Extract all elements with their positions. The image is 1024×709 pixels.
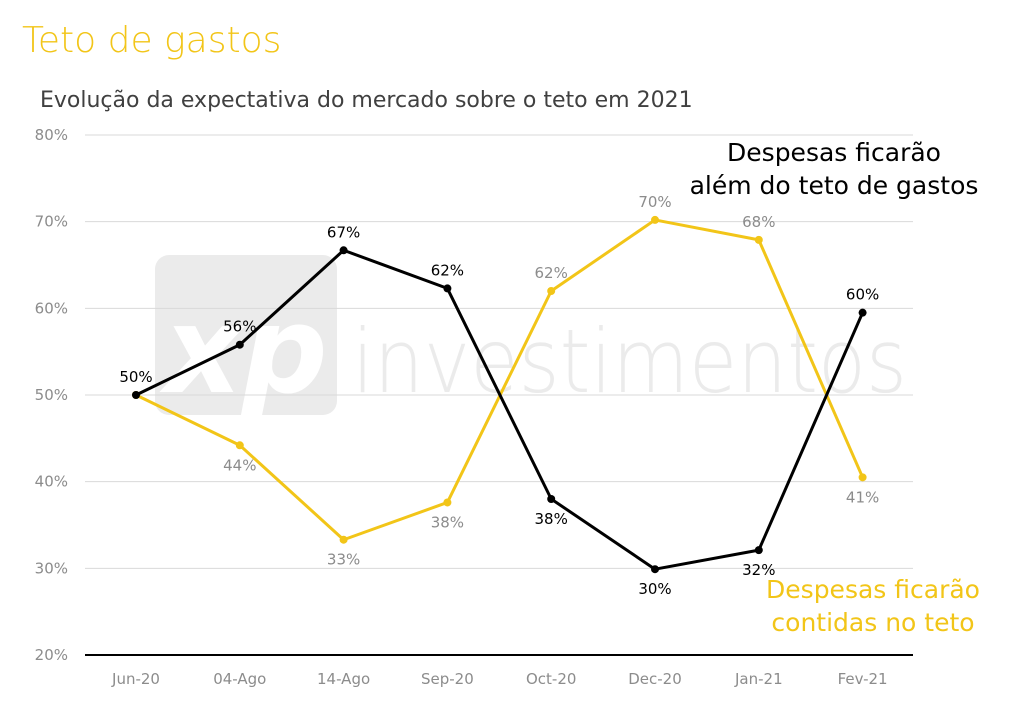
data-point	[235, 441, 244, 450]
x-tick-label: Jan-21	[734, 670, 783, 688]
data-point	[132, 391, 140, 399]
watermark-text: investimentos	[352, 310, 907, 413]
data-point	[339, 535, 348, 544]
data-label: 70%	[638, 193, 671, 211]
data-point	[651, 215, 659, 224]
y-tick-label: 40%	[35, 473, 68, 491]
data-point	[339, 246, 348, 255]
data-labels-0: 50% 56% 67% 62% 38% 30% 32% 60%	[119, 223, 879, 598]
watermark-logo-block	[155, 255, 337, 415]
data-label: 60%	[846, 286, 879, 304]
y-tick-label: 80%	[35, 126, 68, 144]
data-point	[547, 287, 556, 295]
y-tick-label: 50%	[35, 386, 68, 404]
data-point	[235, 340, 244, 349]
data-label: 38%	[535, 510, 568, 528]
data-point	[547, 495, 556, 503]
y-tick-label: 20%	[35, 646, 68, 664]
series-alem-do-teto	[132, 246, 867, 574]
data-label: 38%	[431, 513, 464, 531]
data-point	[754, 546, 763, 555]
data-point	[858, 473, 867, 482]
y-axis: 20% 30% 40% 50% 60% 70% 80%	[35, 126, 913, 664]
legend-alem-do-teto: Despesas ficarão além do teto de gastos	[690, 138, 979, 200]
x-tick-label: Sep-20	[421, 670, 474, 688]
x-tick-label: Oct-20	[526, 670, 576, 688]
data-point	[443, 498, 452, 507]
y-tick-label: 70%	[35, 213, 68, 231]
data-label: 67%	[327, 223, 360, 241]
x-tick-label: 04-Ago	[213, 670, 266, 688]
data-label: 56%	[223, 318, 256, 336]
legend-line: Despesas ficarão	[766, 575, 980, 604]
legend-contidas-no-teto: Despesas ficarão contidas no teto	[766, 575, 980, 637]
data-label: 41%	[846, 488, 879, 506]
data-labels-1: 44% 33% 38% 62% 70% 68% 41%	[223, 193, 879, 569]
data-label: 32%	[742, 561, 775, 579]
series: 50% 56% 67% 62% 38% 30% 32% 60% 44% 33% 38% 62% 70% 6…	[119, 193, 879, 598]
chart-title: Teto de gastos	[22, 20, 281, 61]
chart-subtitle: Evolução da expectativa do mercado sobre…	[40, 88, 693, 113]
legend-line: além do teto de gastos	[690, 171, 979, 200]
x-tick-label: Dec-20	[628, 670, 682, 688]
y-tick-label: 60%	[35, 299, 68, 317]
data-label: 33%	[327, 551, 360, 569]
data-label: 50%	[119, 368, 152, 386]
data-label: 44%	[223, 456, 256, 474]
data-point	[443, 284, 452, 293]
data-point	[858, 308, 867, 317]
x-tick-label: Fev-21	[838, 670, 888, 688]
data-label: 62%	[431, 261, 464, 279]
legend-line: Despesas ficarão	[727, 138, 941, 167]
legend-line: contidas no teto	[771, 608, 974, 637]
watermark-logo-mark: xp	[159, 282, 327, 421]
data-label: 30%	[638, 580, 671, 598]
xp-investimentos-watermark: xp investimentos	[155, 255, 907, 421]
x-axis: Jun-20 04-Ago 14-Ago Sep-20 Oct-20 Dec-20 Jan-…	[111, 670, 888, 688]
data-point	[754, 235, 763, 244]
y-tick-label: 30%	[35, 559, 68, 577]
x-tick-label: Jun-20	[111, 670, 160, 688]
annotations: Despesas ficarão além do teto de gastosDe…	[690, 138, 980, 637]
data-label: 62%	[535, 264, 568, 282]
data-point	[651, 565, 659, 574]
data-label: 68%	[742, 213, 775, 231]
x-tick-label: 14-Ago	[317, 670, 370, 688]
series-line	[135, 248, 864, 571]
